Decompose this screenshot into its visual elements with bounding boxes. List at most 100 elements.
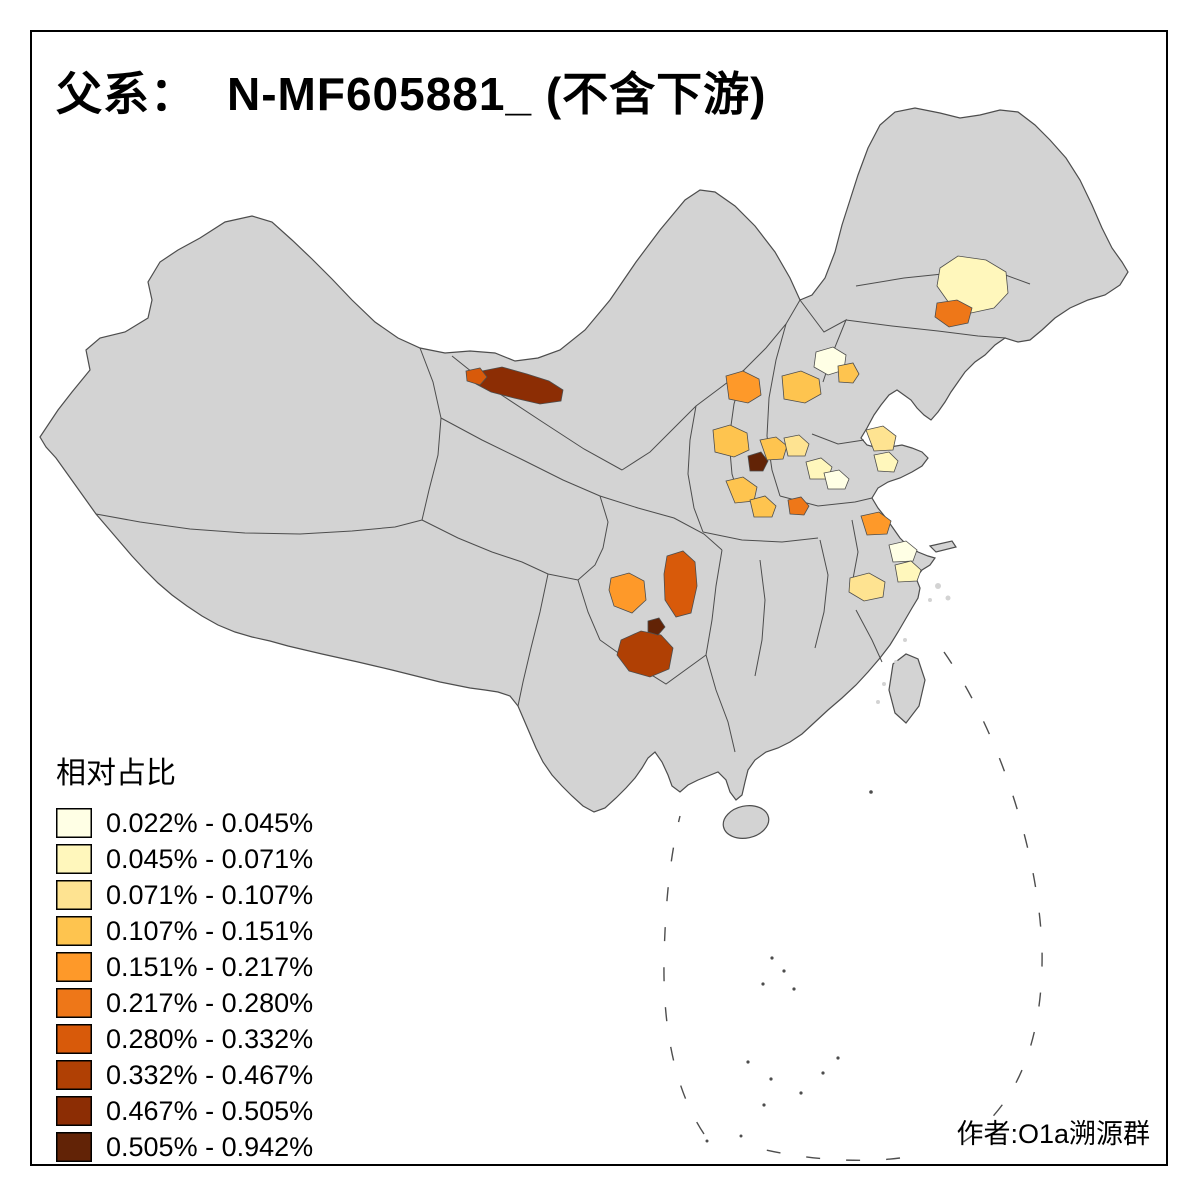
- region-blob: [747, 451, 769, 472]
- island-dot: [782, 969, 786, 973]
- legend-swatch: [56, 880, 92, 910]
- legend-row: 0.280% - 0.332%: [56, 1024, 313, 1054]
- province-border: [766, 323, 787, 497]
- region-blob: [860, 511, 892, 536]
- legend-swatch: [56, 952, 92, 982]
- island-dot: [746, 1060, 750, 1064]
- coastal-island: [882, 682, 886, 686]
- province-border: [705, 654, 736, 753]
- island-dot: [739, 1134, 743, 1138]
- province-border: [855, 609, 883, 663]
- island-dot: [792, 987, 796, 991]
- province-border: [851, 519, 859, 585]
- legend-swatch: [56, 1132, 92, 1162]
- province-border: [814, 539, 829, 649]
- region-blob: [934, 299, 973, 328]
- landmass: [39, 107, 1129, 839]
- island-dot: [836, 1056, 840, 1060]
- region-blob: [865, 425, 897, 452]
- title-prefix: 父系：: [56, 68, 197, 120]
- province-border: [95, 513, 423, 535]
- region-blob: [475, 366, 564, 405]
- province-border: [811, 433, 865, 445]
- island-dot: [762, 1103, 766, 1107]
- chongming-island: [928, 540, 957, 553]
- legend-label: 0.217% - 0.280%: [106, 987, 314, 1018]
- province-border: [517, 573, 549, 707]
- province-border: [705, 549, 723, 656]
- page-title: 父系： N-MF605881_ (不含下游): [56, 58, 766, 124]
- legend-row: 0.022% - 0.045%: [56, 808, 313, 838]
- legend-label: 0.280% - 0.332%: [106, 1023, 314, 1054]
- legend-row: 0.107% - 0.151%: [56, 916, 313, 946]
- legend-row: 0.467% - 0.505%: [56, 1096, 313, 1126]
- province-border: [702, 531, 819, 543]
- region-blob: [663, 550, 698, 618]
- region-blob: [725, 370, 762, 404]
- island-dot: [769, 1077, 773, 1081]
- province-border: [687, 405, 704, 533]
- coastal-island: [894, 660, 898, 664]
- province-border: [421, 519, 549, 575]
- legend-row: 0.332% - 0.467%: [56, 1060, 313, 1090]
- taiwan-island: [888, 653, 926, 724]
- region-blob: [873, 451, 899, 473]
- legend-label: 0.022% - 0.045%: [106, 807, 314, 838]
- china-map: [39, 107, 1129, 1162]
- coastal-island: [928, 598, 932, 602]
- dash-segment: [663, 815, 705, 1135]
- province-border: [754, 559, 766, 677]
- region-blob: [647, 617, 666, 636]
- legend: 相对占比 0.022% - 0.045% 0.045% - 0.071% 0.0…: [56, 748, 313, 1168]
- legend-swatch: [56, 916, 92, 946]
- legend-label: 0.151% - 0.217%: [106, 951, 314, 982]
- sea-islands: [705, 790, 873, 1143]
- nine-dash-line: [663, 651, 1043, 1162]
- legend-row: 0.505% - 0.942%: [56, 1132, 313, 1162]
- legend-swatch: [56, 808, 92, 838]
- legend-label: 0.071% - 0.107%: [106, 879, 314, 910]
- province-border: [547, 495, 609, 581]
- coastal-island: [903, 638, 907, 642]
- region-blob: [837, 362, 860, 384]
- region-blob: [465, 367, 488, 386]
- legend-swatch: [56, 1096, 92, 1126]
- province-border: [419, 347, 442, 521]
- region-blob: [783, 434, 810, 457]
- region-blob: [608, 572, 647, 614]
- region-blob: [725, 476, 758, 504]
- island-dot: [761, 982, 765, 986]
- island-dot: [770, 956, 774, 960]
- region-blob: [888, 540, 918, 563]
- region-blob: [712, 424, 750, 458]
- legend-title: 相对占比: [56, 757, 176, 790]
- penghu-island: [876, 700, 880, 704]
- region-blob: [749, 495, 777, 518]
- coastal-island: [935, 583, 941, 589]
- legend-row: 0.151% - 0.217%: [56, 952, 313, 982]
- dash-segment: [943, 651, 1043, 1153]
- legend-swatch: [56, 844, 92, 874]
- legend-label: 0.505% - 0.942%: [106, 1131, 314, 1162]
- region-blob: [848, 572, 886, 602]
- legend-swatch: [56, 1060, 92, 1090]
- region-blob: [823, 469, 850, 490]
- hainan-island: [722, 805, 770, 839]
- legend-row: 0.217% - 0.280%: [56, 988, 313, 1018]
- legend-swatch: [56, 1024, 92, 1054]
- legend-label: 0.107% - 0.151%: [106, 915, 314, 946]
- province-border: [577, 579, 601, 641]
- region-blob: [936, 255, 1009, 314]
- region-blob: [759, 436, 788, 461]
- legend-swatch: [56, 988, 92, 1018]
- legend-label: 0.045% - 0.071%: [106, 843, 314, 874]
- coastal-island: [945, 595, 951, 601]
- region-blob: [616, 630, 674, 678]
- author-credit: 作者:O1a溯源群: [956, 1119, 1150, 1149]
- region-blob: [787, 496, 810, 516]
- title-main: N-MF605881_ (不含下游): [227, 68, 767, 120]
- province-border: [599, 495, 723, 551]
- dash-segment: [749, 1145, 901, 1162]
